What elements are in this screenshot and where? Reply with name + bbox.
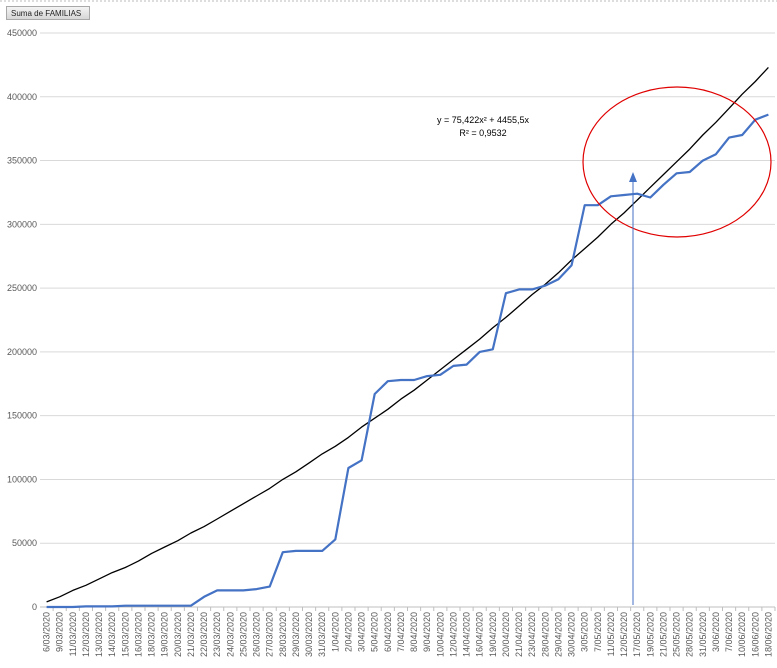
x-tick-label: 7/06/2020 [724,612,734,652]
x-tick-label: 20/03/2020 [173,612,183,657]
x-tick-label: 11/03/2020 [68,612,78,656]
x-tick-label: 1/04/2020 [330,612,340,652]
x-tick-label: 28/05/2020 [685,612,695,657]
x-tick-label: 31/05/2020 [698,612,708,657]
x-tick-label: 3/06/2020 [711,612,721,652]
x-tick-label: 21/03/2020 [186,612,196,657]
x-tick-label: 13/03/2020 [94,612,104,657]
x-tick-label: 6/04/2020 [383,612,393,652]
x-tick-label: 18/06/2020 [763,612,773,657]
trend-equation: y = 75,422x² + 4455,5x [437,115,530,125]
x-tick-label: 10/04/2020 [435,612,445,657]
y-tick-label: 50000 [12,538,37,548]
x-tick-label: 10/06/2020 [737,612,747,657]
y-tick-label: 300000 [7,219,37,229]
x-tick-label: 12/04/2020 [448,612,458,657]
x-tick-label: 9/03/2020 [55,612,65,652]
trendline [46,66,769,603]
series-line [46,113,769,609]
y-tick-label: 150000 [7,411,37,421]
x-tick-label: 17/05/2020 [632,612,642,657]
x-tick-label: 28/04/2020 [540,612,550,657]
x-tick-label: 14/04/2020 [462,612,472,657]
x-tick-label: 27/03/2020 [265,612,275,657]
y-tick-label: 450000 [7,28,37,38]
x-tick-label: 9/04/2020 [422,612,432,652]
highlight-ellipse [582,86,772,238]
x-tick-label: 22/03/2020 [199,612,209,657]
x-tick-label: 12/05/2020 [619,612,629,657]
x-tick-label: 21/04/2020 [514,612,524,657]
arrow-head [629,172,637,182]
x-tick-label: 16/03/2020 [133,612,143,657]
y-tick-label: 200000 [7,347,37,357]
x-tick-label: 15/03/2020 [120,612,130,657]
x-tick-label: 14/03/2020 [107,612,117,657]
x-tick-label: 8/04/2020 [409,612,419,652]
x-tick-label: 19/03/2020 [160,612,170,657]
x-tick-label: 19/04/2020 [488,612,498,657]
x-tick-label: 25/05/2020 [672,612,682,657]
x-tick-label: 31/03/2020 [317,612,327,657]
x-tick-label: 23/04/2020 [527,612,537,657]
x-tick-label: 3/05/2020 [580,612,590,652]
x-tick-label: 11/05/2020 [606,612,616,656]
y-tick-label: 100000 [7,474,37,484]
x-tick-label: 6/03/2020 [42,612,52,652]
x-tick-label: 26/03/2020 [252,612,262,657]
x-tick-label: 2/04/2020 [343,612,353,652]
x-tick-label: 29/04/2020 [553,612,563,657]
x-tick-label: 21/05/2020 [658,612,668,657]
x-tick-label: 28/03/2020 [278,612,288,657]
x-tick-label: 16/06/2020 [750,612,760,657]
x-tick-label: 25/03/2020 [238,612,248,657]
y-tick-label: 0 [32,602,37,612]
x-tick-label: 30/03/2020 [304,612,314,657]
x-tick-label: 30/04/2020 [567,612,577,657]
x-tick-label: 7/05/2020 [593,612,603,652]
y-tick-label: 400000 [7,92,37,102]
x-tick-label: 24/03/2020 [225,612,235,657]
x-tick-label: 23/03/2020 [212,612,222,657]
x-tick-label: 7/04/2020 [396,612,406,652]
x-tick-label: 20/04/2020 [501,612,511,657]
x-tick-label: 12/03/2020 [81,612,91,657]
x-tick-label: 29/03/2020 [291,612,301,657]
field-button[interactable]: Suma de FAMILIAS [6,6,90,20]
x-tick-label: 18/03/2020 [147,612,157,657]
x-tick-label: 19/05/2020 [645,612,655,657]
x-tick-label: 16/04/2020 [475,612,485,657]
trend-r2: R² = 0,9532 [459,128,506,138]
y-tick-label: 350000 [7,156,37,166]
y-tick-label: 250000 [7,283,37,293]
x-tick-label: 3/04/2020 [357,612,367,652]
x-tick-label: 5/04/2020 [370,612,380,652]
